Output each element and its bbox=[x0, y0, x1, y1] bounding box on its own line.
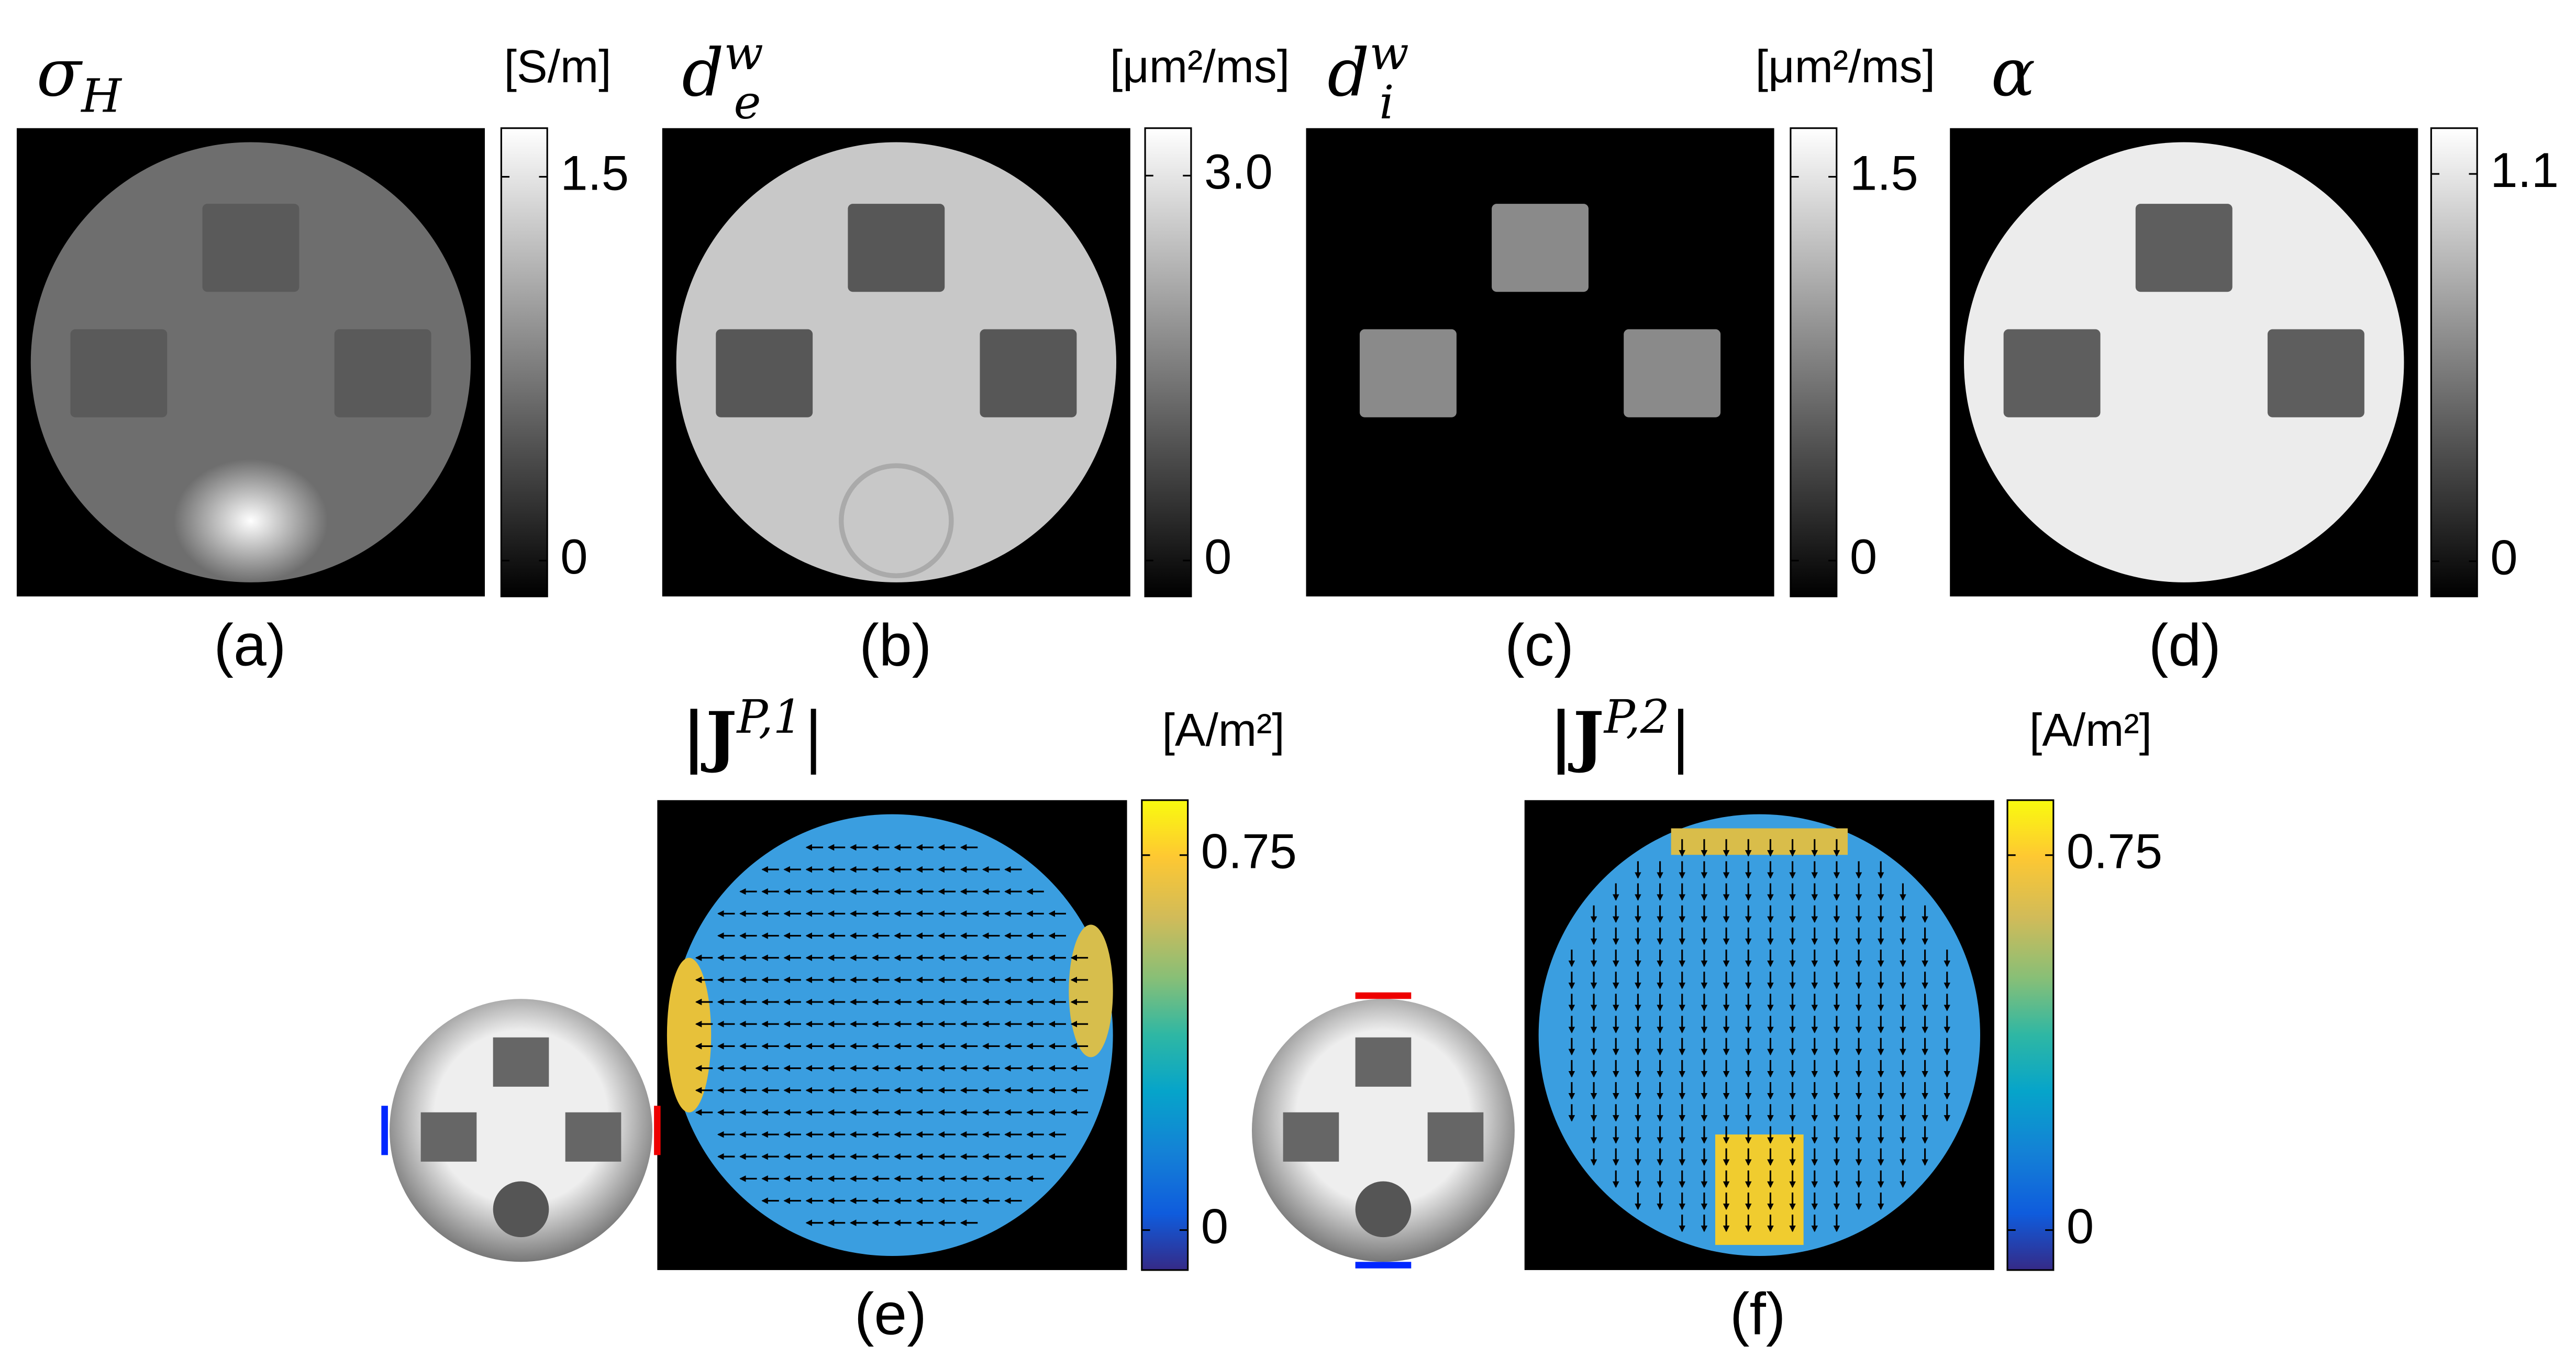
insert bbox=[2267, 329, 2364, 417]
current-map bbox=[1538, 814, 1981, 1256]
panel-title: |JP,2| bbox=[1549, 690, 1692, 775]
colorbar-tick-label: 0 bbox=[1850, 529, 1877, 584]
current-map bbox=[671, 814, 1113, 1256]
colorbar-tick-label: 0 bbox=[1204, 529, 1231, 584]
title-end: | bbox=[803, 698, 825, 775]
hot-top bbox=[1671, 828, 1848, 855]
mini-tube bbox=[1355, 1181, 1412, 1238]
colorbar-tick-label: 0 bbox=[1201, 1198, 1228, 1253]
insert bbox=[70, 329, 168, 417]
insert bbox=[202, 204, 299, 292]
title-main: d bbox=[682, 35, 724, 111]
colorbar-tick-label: 1.5 bbox=[1850, 145, 1918, 200]
insert bbox=[2135, 204, 2233, 292]
panel-label: (f) bbox=[1730, 1281, 1786, 1347]
colorbar bbox=[1144, 127, 1192, 598]
colorbar-unit: [μm²/ms] bbox=[1110, 40, 1290, 92]
colorbar bbox=[1141, 799, 1189, 1271]
colorbar-tick-label: 0.75 bbox=[1201, 824, 1297, 879]
panel-title: |JP,1| bbox=[682, 690, 824, 775]
title-main: |J bbox=[682, 697, 737, 775]
mini-insert bbox=[1355, 1037, 1412, 1087]
title-main: σ bbox=[37, 35, 83, 111]
insert bbox=[1624, 329, 1721, 417]
ring bbox=[839, 463, 954, 579]
panel-label: (c) bbox=[1505, 612, 1574, 678]
insert bbox=[1359, 329, 1457, 417]
colorbar-tick-label: 0 bbox=[2490, 530, 2517, 585]
panel-label: (b) bbox=[859, 612, 931, 678]
panel-title: dw i bbox=[1327, 26, 1409, 129]
title-sub: i bbox=[1379, 75, 1394, 129]
colorbar-unit: [S/m] bbox=[504, 40, 612, 92]
phantom-disk bbox=[676, 142, 1117, 582]
quiver bbox=[1568, 839, 1951, 1232]
mini-insert bbox=[493, 1037, 549, 1087]
quiver bbox=[695, 844, 1089, 1227]
title-sup: P,2 bbox=[1603, 690, 1670, 744]
colorbar-unit: [A/m²] bbox=[2029, 704, 2152, 756]
panel-title: σH bbox=[37, 35, 123, 123]
title-sub: e bbox=[734, 75, 761, 129]
title-main: d bbox=[1327, 35, 1369, 111]
insert bbox=[2003, 329, 2101, 417]
title-end: | bbox=[1670, 698, 1692, 775]
colorbar-unit: [μm²/ms] bbox=[1756, 40, 1935, 92]
title-main: α bbox=[1991, 35, 2036, 111]
colorbar-tick-label: 1.5 bbox=[560, 145, 629, 200]
hot-bottom bbox=[1715, 1134, 1804, 1245]
colorbar bbox=[2430, 127, 2478, 598]
phantom-disk bbox=[30, 142, 471, 582]
colorbar-tick-label: 0 bbox=[2067, 1198, 2094, 1253]
insert bbox=[1492, 204, 1589, 292]
mini-phantom bbox=[390, 999, 652, 1262]
title-main: |J bbox=[1549, 697, 1604, 775]
panel-label: (a) bbox=[214, 612, 286, 678]
insert bbox=[334, 329, 431, 417]
hot-right bbox=[1069, 924, 1113, 1057]
colorbar-tick-label: 0 bbox=[560, 529, 587, 584]
colorbar-tick-label: 3.0 bbox=[1204, 144, 1273, 199]
mini-tube bbox=[493, 1181, 549, 1238]
mini-phantom bbox=[1251, 999, 1515, 1262]
title-sup: w bbox=[724, 26, 763, 80]
colorbar bbox=[500, 127, 548, 598]
hot-left bbox=[667, 957, 712, 1112]
mini-insert bbox=[1427, 1112, 1484, 1162]
colorbar-tick-label: 1.1 bbox=[2490, 142, 2559, 197]
colorbar bbox=[1790, 127, 1838, 598]
insert bbox=[716, 329, 813, 417]
title-sup: w bbox=[1370, 26, 1409, 80]
panel-title: dw e bbox=[682, 26, 763, 129]
insert bbox=[848, 204, 945, 292]
insert bbox=[980, 329, 1077, 417]
panel-label: (e) bbox=[854, 1281, 927, 1347]
phantom-disk bbox=[1964, 142, 2404, 582]
mini-insert bbox=[420, 1112, 477, 1162]
title-sub: H bbox=[80, 69, 122, 123]
phantom-disk bbox=[1320, 142, 1760, 582]
colorbar-unit: [A/m²] bbox=[1162, 704, 1285, 756]
panel-label: (d) bbox=[2149, 612, 2221, 678]
bright-spot bbox=[173, 459, 328, 582]
colorbar bbox=[2006, 799, 2055, 1271]
mini-insert bbox=[565, 1112, 621, 1162]
title-sup: P,1 bbox=[736, 690, 802, 744]
colorbar-tick-label: 0.75 bbox=[2067, 824, 2162, 879]
mini-insert bbox=[1283, 1112, 1339, 1162]
panel-title: α bbox=[1991, 35, 2036, 111]
